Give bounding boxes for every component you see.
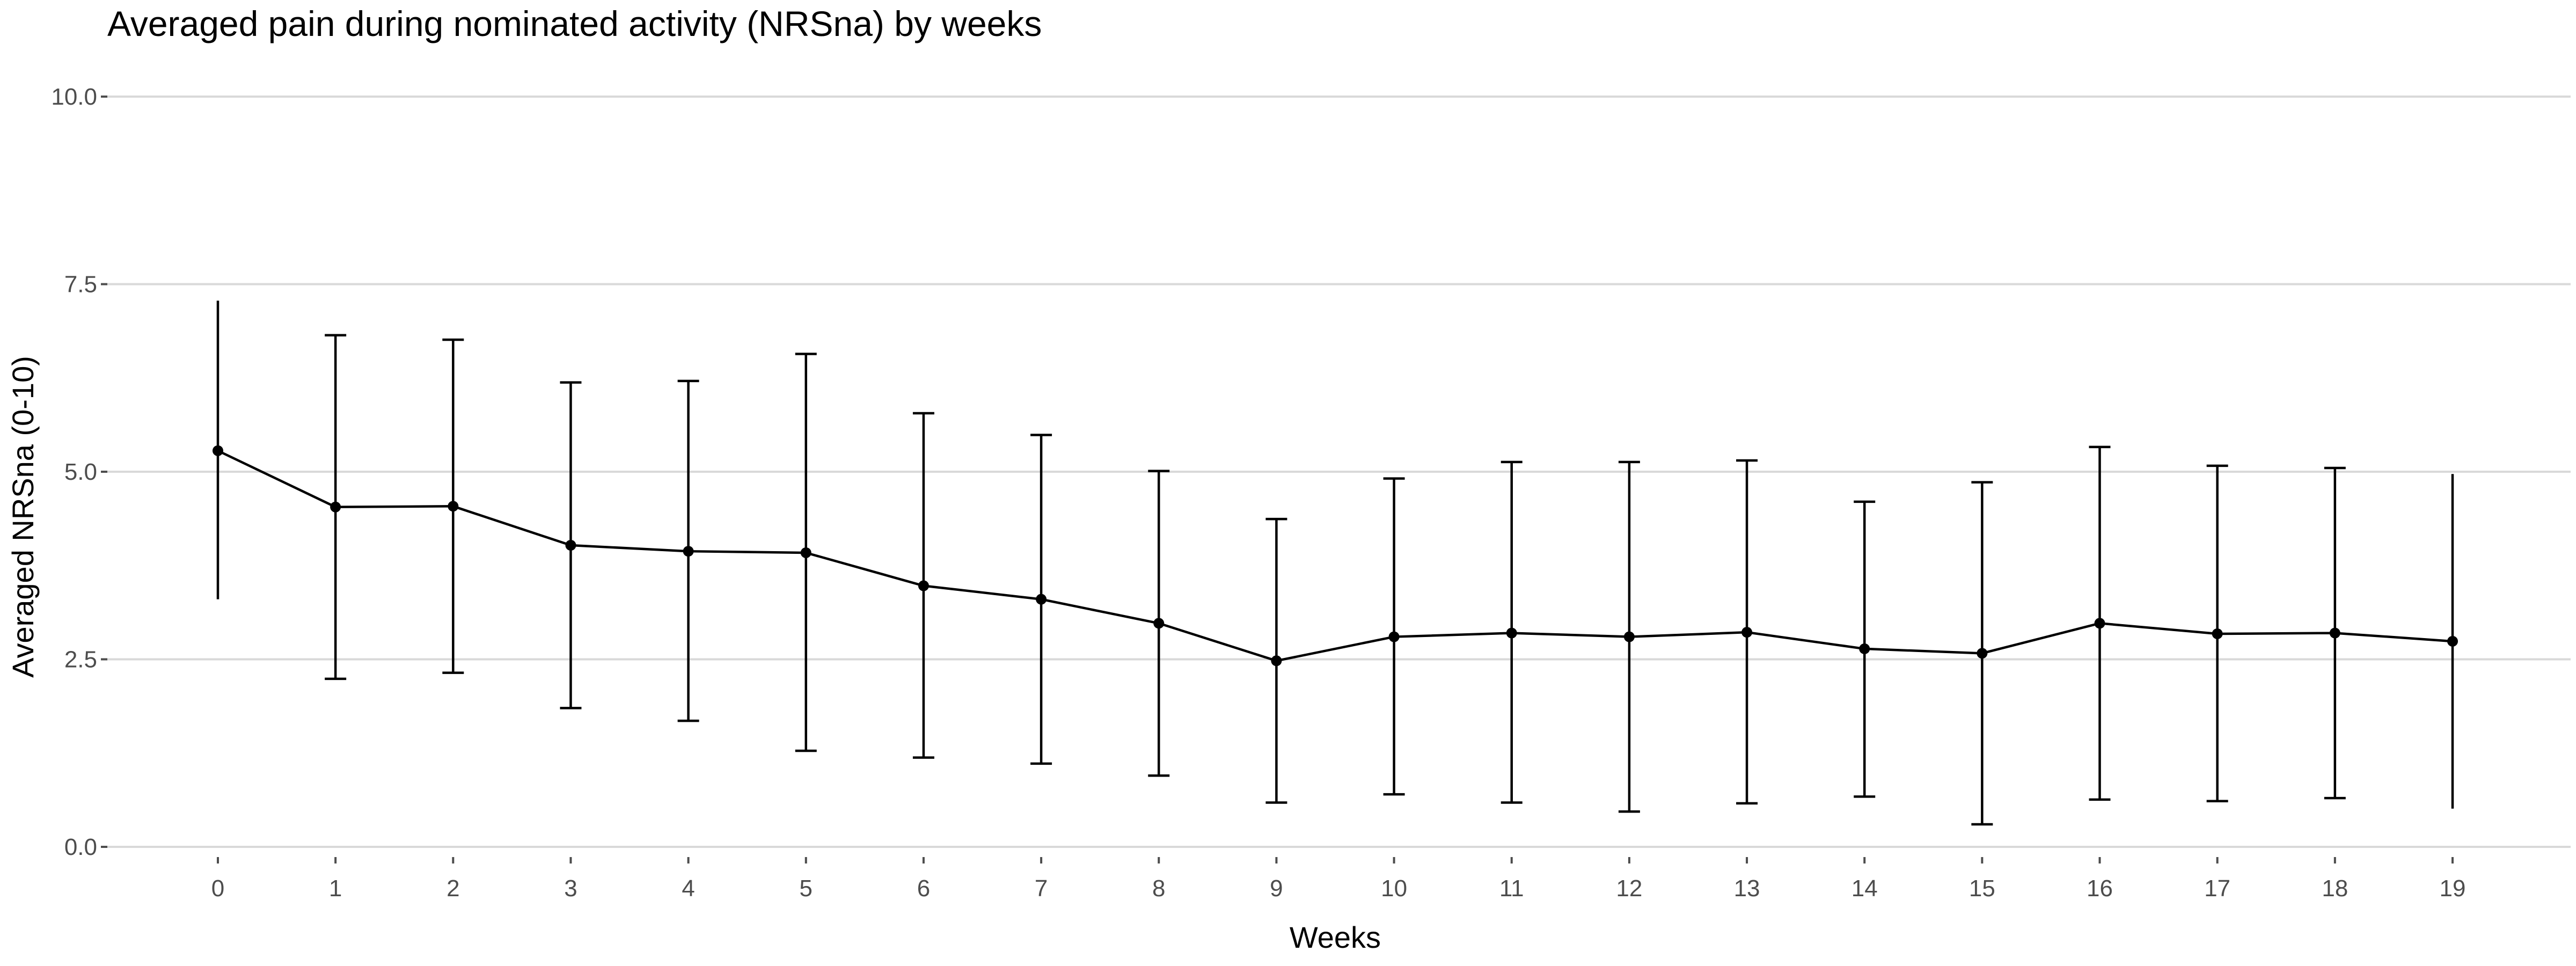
data-point <box>2212 628 2223 639</box>
data-point <box>448 501 459 512</box>
y-axis-title: Averaged NRSna (0-10) <box>6 356 40 678</box>
data-point <box>1506 627 1517 639</box>
grid <box>107 96 2571 848</box>
x-tick-label: 14 <box>1851 875 1878 902</box>
x-tick-label: 15 <box>1969 875 1995 902</box>
data-point <box>1036 594 1047 605</box>
x-tick-label: 19 <box>2440 875 2466 902</box>
data-point <box>330 501 341 513</box>
x-tick-label: 0 <box>211 875 224 902</box>
x-tick-label: 12 <box>1616 875 1642 902</box>
series-line-layer <box>217 449 2453 662</box>
data-point <box>1388 631 1400 642</box>
data-point <box>1859 643 1870 654</box>
x-tick-label: 17 <box>2204 875 2230 902</box>
error-bars <box>216 301 2454 826</box>
data-point <box>2094 618 2105 629</box>
x-tick-label: 13 <box>1734 875 1760 902</box>
x-axis-title: Weeks <box>1290 920 1381 954</box>
data-point <box>1741 627 1753 638</box>
y-tick-label: 0.0 <box>64 834 97 860</box>
y-tick-label: 10.0 <box>51 84 97 110</box>
data-point <box>800 547 811 558</box>
data-point <box>1153 618 1165 629</box>
data-points <box>213 445 2458 667</box>
data-point <box>683 546 694 557</box>
x-tick-label: 3 <box>564 875 577 902</box>
data-point <box>2447 635 2458 647</box>
data-point <box>565 540 576 551</box>
x-tick-label: 10 <box>1381 875 1407 902</box>
x-tick-label: 16 <box>2087 875 2113 902</box>
data-point <box>1623 631 1635 642</box>
x-axis: 0 1 2 3 4 5 6 7 8 9 10 11 12 13 14 15 16 17 18 19 <box>211 857 2466 902</box>
x-tick-label: 9 <box>1270 875 1283 902</box>
x-tick-label: 8 <box>1152 875 1165 902</box>
data-point <box>918 580 929 591</box>
x-tick-label: 4 <box>682 875 694 902</box>
data-point <box>1271 655 1282 667</box>
x-tick-label: 1 <box>329 875 342 902</box>
x-tick-label: 18 <box>2322 875 2348 902</box>
x-tick-label: 6 <box>917 875 930 902</box>
y-tick-label: 5.0 <box>64 459 97 485</box>
x-tick-label: 7 <box>1035 875 1048 902</box>
x-tick-label: 5 <box>800 875 813 902</box>
x-tick-label: 2 <box>447 875 459 902</box>
y-tick-label: 7.5 <box>64 272 97 298</box>
series-line <box>217 449 2453 662</box>
data-point <box>2329 627 2340 639</box>
x-tick-label: 11 <box>1499 875 1524 902</box>
data-point <box>213 445 223 456</box>
chart-title: Averaged pain during nominated activity … <box>107 4 1042 43</box>
y-tick-label: 2.5 <box>64 647 97 673</box>
data-point <box>1977 648 1988 659</box>
y-axis: 0.0 2.5 5.0 7.5 10.0 <box>51 84 107 860</box>
